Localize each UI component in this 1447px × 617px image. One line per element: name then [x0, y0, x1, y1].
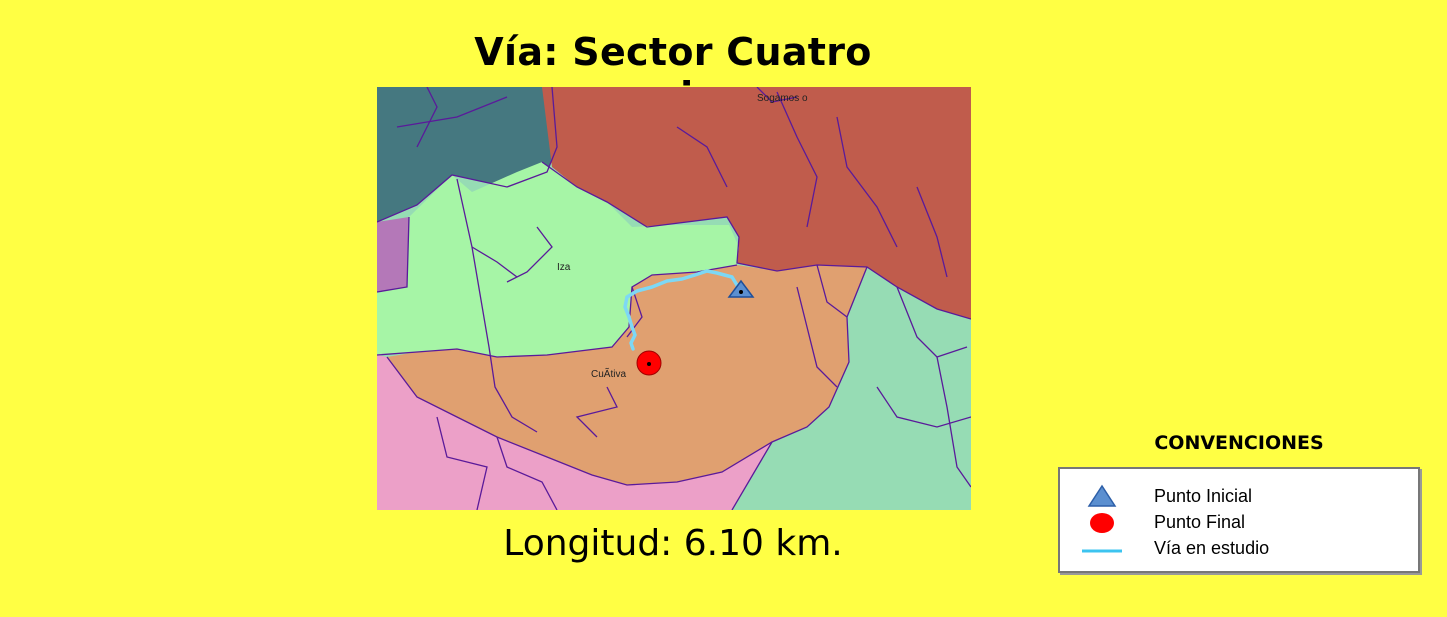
legend-title: CONVENCIONES	[1154, 432, 1324, 454]
start-point-marker	[727, 279, 755, 298]
map-label-sogamoso: Sogamos o	[757, 93, 808, 104]
map-label-iza: Iza	[557, 262, 571, 273]
legend-item-road: Vía en estudio	[1060, 536, 1418, 560]
pink-region	[377, 355, 772, 510]
map-label-cuitiva: CuÃ­tiva	[591, 367, 626, 380]
iza-region	[377, 162, 739, 357]
blue-triangle-icon	[1087, 484, 1117, 507]
teal-region	[377, 87, 557, 222]
purple-region	[377, 217, 409, 292]
red-circle-icon	[1090, 513, 1114, 533]
road-length: Longitud: 6.10 km.	[503, 523, 843, 564]
municipal-boundaries	[377, 87, 971, 510]
study-road	[623, 269, 742, 351]
legend-label: Vía en estudio	[1154, 537, 1270, 558]
cuitiva-region	[387, 265, 867, 485]
sogamoso-region	[542, 87, 971, 319]
legend: Punto Inicial Punto Final Vía en estudio	[1058, 467, 1420, 573]
legend-label: Punto Inicial	[1154, 485, 1253, 506]
legend-item-end: Punto Final	[1060, 510, 1418, 534]
blue-line-icon	[1082, 549, 1122, 553]
end-point-marker	[636, 350, 662, 376]
legend-item-start: Punto Inicial	[1060, 484, 1418, 508]
legend-label: Punto Final	[1154, 511, 1246, 532]
road-map: Sogamos o Iza CuÃ­tiva	[377, 87, 971, 510]
